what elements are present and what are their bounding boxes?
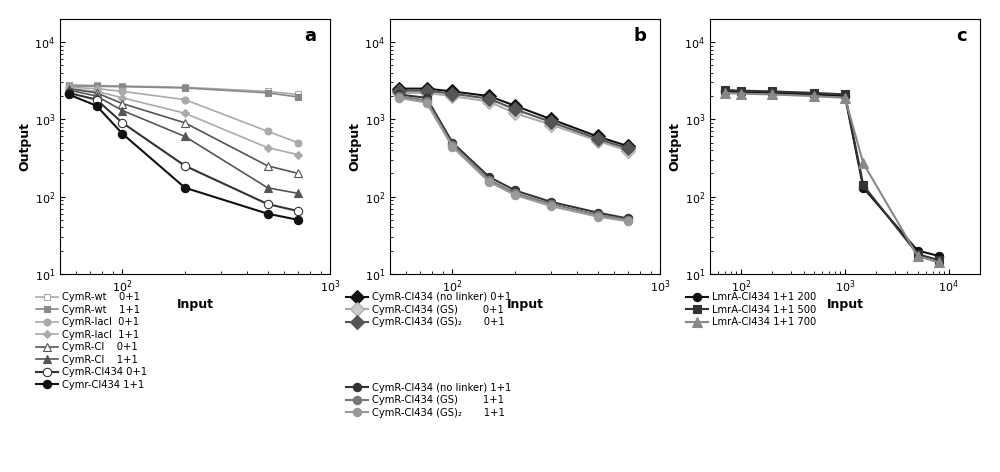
- Y-axis label: Output: Output: [349, 122, 362, 171]
- Text: c: c: [956, 26, 966, 44]
- Legend: CymR-CI434 (no linker) 1+1, CymR-CI434 (GS)        1+1, CymR-CI434 (GS)₂       1: CymR-CI434 (no linker) 1+1, CymR-CI434 (…: [342, 379, 515, 422]
- Legend: LmrA-CI434 1+1 200, LmrA-CI434 1+1 500, LmrA-CI434 1+1 700: LmrA-CI434 1+1 200, LmrA-CI434 1+1 500, …: [682, 288, 820, 331]
- X-axis label: Input: Input: [507, 298, 544, 311]
- X-axis label: Input: Input: [826, 298, 864, 311]
- Legend: CymR-wt    0+1, CymR-wt    1+1, CymR-lacI  0+1, CymR-lacI  1+1, CymR-CI    0+1, : CymR-wt 0+1, CymR-wt 1+1, CymR-lacI 0+1,…: [32, 288, 151, 394]
- Text: b: b: [634, 26, 646, 44]
- X-axis label: Input: Input: [176, 298, 214, 311]
- Text: a: a: [304, 26, 316, 44]
- Y-axis label: Output: Output: [669, 122, 682, 171]
- Y-axis label: Output: Output: [19, 122, 32, 171]
